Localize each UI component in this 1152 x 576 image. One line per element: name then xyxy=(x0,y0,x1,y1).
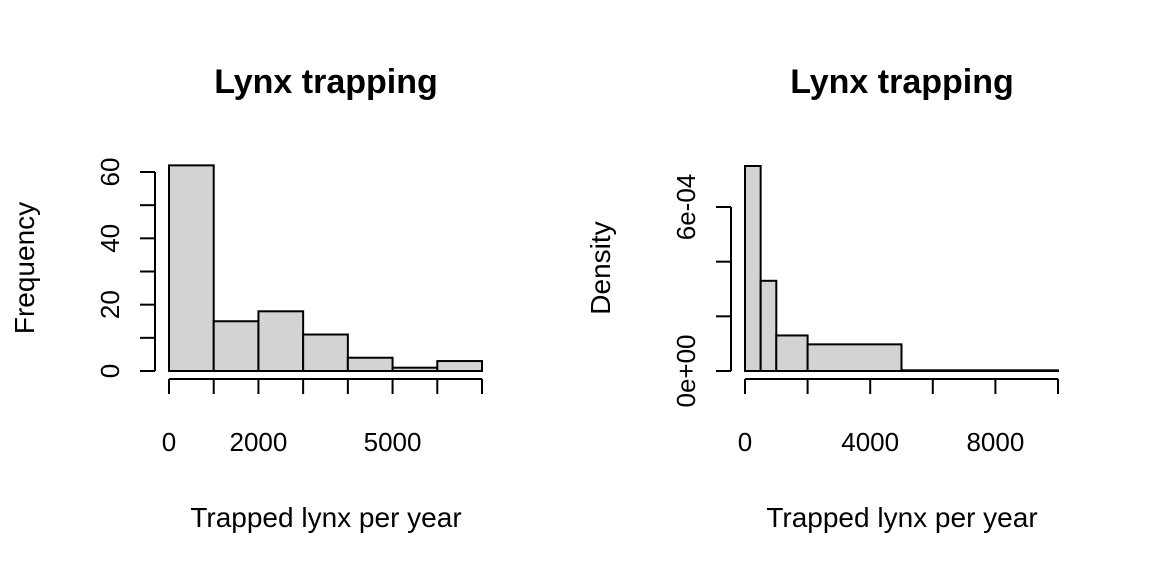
x-tick-label: 5000 xyxy=(364,427,422,457)
histogram-bar xyxy=(302,333,349,372)
y-tick-label: 0 xyxy=(95,364,125,378)
x-tick-label: 0 xyxy=(162,427,176,457)
chart-title-density: Lynx trapping xyxy=(790,63,1014,101)
y-tick-label: 40 xyxy=(95,224,125,253)
x-tick-label: 0 xyxy=(738,427,752,457)
histogram-bar xyxy=(806,343,903,373)
x-tick-label: 2000 xyxy=(230,427,288,457)
y-tick-label: 6e-04 xyxy=(671,174,701,241)
y-axis-density: 0e+00 6e-04 xyxy=(671,174,732,408)
density-bars xyxy=(744,165,1059,373)
histogram-bar xyxy=(391,366,439,372)
x-tick-label: 4000 xyxy=(841,427,899,457)
y-tick-label: 0e+00 xyxy=(671,334,701,407)
x-axis-label-frequency: Trapped lynx per year xyxy=(190,502,461,533)
histogram-bar xyxy=(168,164,215,372)
chart-title-frequency: Lynx trapping xyxy=(214,63,438,101)
y-axis-label-density: Density xyxy=(585,221,616,314)
frequency-histogram-panel: Lynx trapping Trapped lynx per year Freq… xyxy=(9,63,483,533)
x-axis-density: 0 4000 8000 xyxy=(738,378,1059,457)
y-tick-label: 20 xyxy=(95,290,125,319)
x-tick-label: 8000 xyxy=(966,427,1024,457)
frequency-bars xyxy=(168,164,483,373)
histogram-bar xyxy=(900,369,1059,373)
histogram-bar xyxy=(346,356,394,373)
histogram-bar xyxy=(212,320,260,372)
x-axis-frequency: 0 2000 5000 xyxy=(162,378,483,457)
y-axis-label-frequency: Frequency xyxy=(9,202,40,334)
y-axis-frequency: 0 20 40 60 xyxy=(95,158,156,378)
histogram-bar xyxy=(744,165,762,372)
histogram-bar xyxy=(436,360,483,372)
histogram-bar xyxy=(257,310,305,372)
y-tick-label: 60 xyxy=(95,158,125,187)
density-histogram-panel: Lynx trapping Trapped lynx per year Dens… xyxy=(585,63,1059,533)
histogram-bar xyxy=(759,279,778,372)
x-axis-label-density: Trapped lynx per year xyxy=(766,502,1037,533)
histogram-bar xyxy=(775,334,809,373)
